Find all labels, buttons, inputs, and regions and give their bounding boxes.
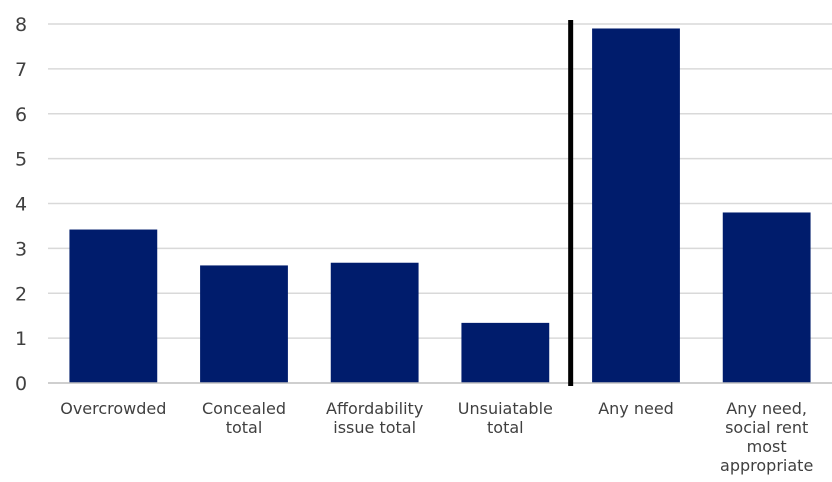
y-tick-label: 4	[15, 194, 27, 216]
x-category-label: Unsuiatable total	[458, 399, 553, 437]
bar	[69, 229, 158, 383]
y-tick-label: 7	[15, 59, 27, 81]
x-category-label: Any need	[598, 399, 674, 418]
gridlines	[48, 23, 832, 339]
y-tick-label: 8	[15, 14, 27, 36]
bar	[461, 322, 550, 383]
bar	[592, 28, 680, 384]
y-tick-label: 2	[15, 283, 27, 305]
bars	[69, 28, 811, 384]
bar	[722, 212, 811, 383]
y-tick-label: 0	[15, 373, 27, 395]
x-category-label: Any need, social rent most appropriate	[720, 399, 813, 475]
y-tick-label: 3	[15, 238, 27, 260]
y-tick-label: 6	[15, 104, 27, 126]
bar	[330, 262, 419, 383]
x-axis-category-labels: Overcrowded Concealed total Affordability is…	[60, 399, 813, 475]
y-axis-tick-labels: 0 1 2 3 4 5 6 7 8	[15, 14, 27, 395]
x-category-label: Affordability issue total	[326, 399, 423, 437]
x-category-label: Overcrowded	[60, 399, 166, 418]
y-tick-label: 1	[15, 328, 27, 350]
y-tick-label: 5	[15, 149, 27, 171]
bar	[200, 265, 288, 383]
x-category-label: Concealed total	[202, 399, 286, 437]
